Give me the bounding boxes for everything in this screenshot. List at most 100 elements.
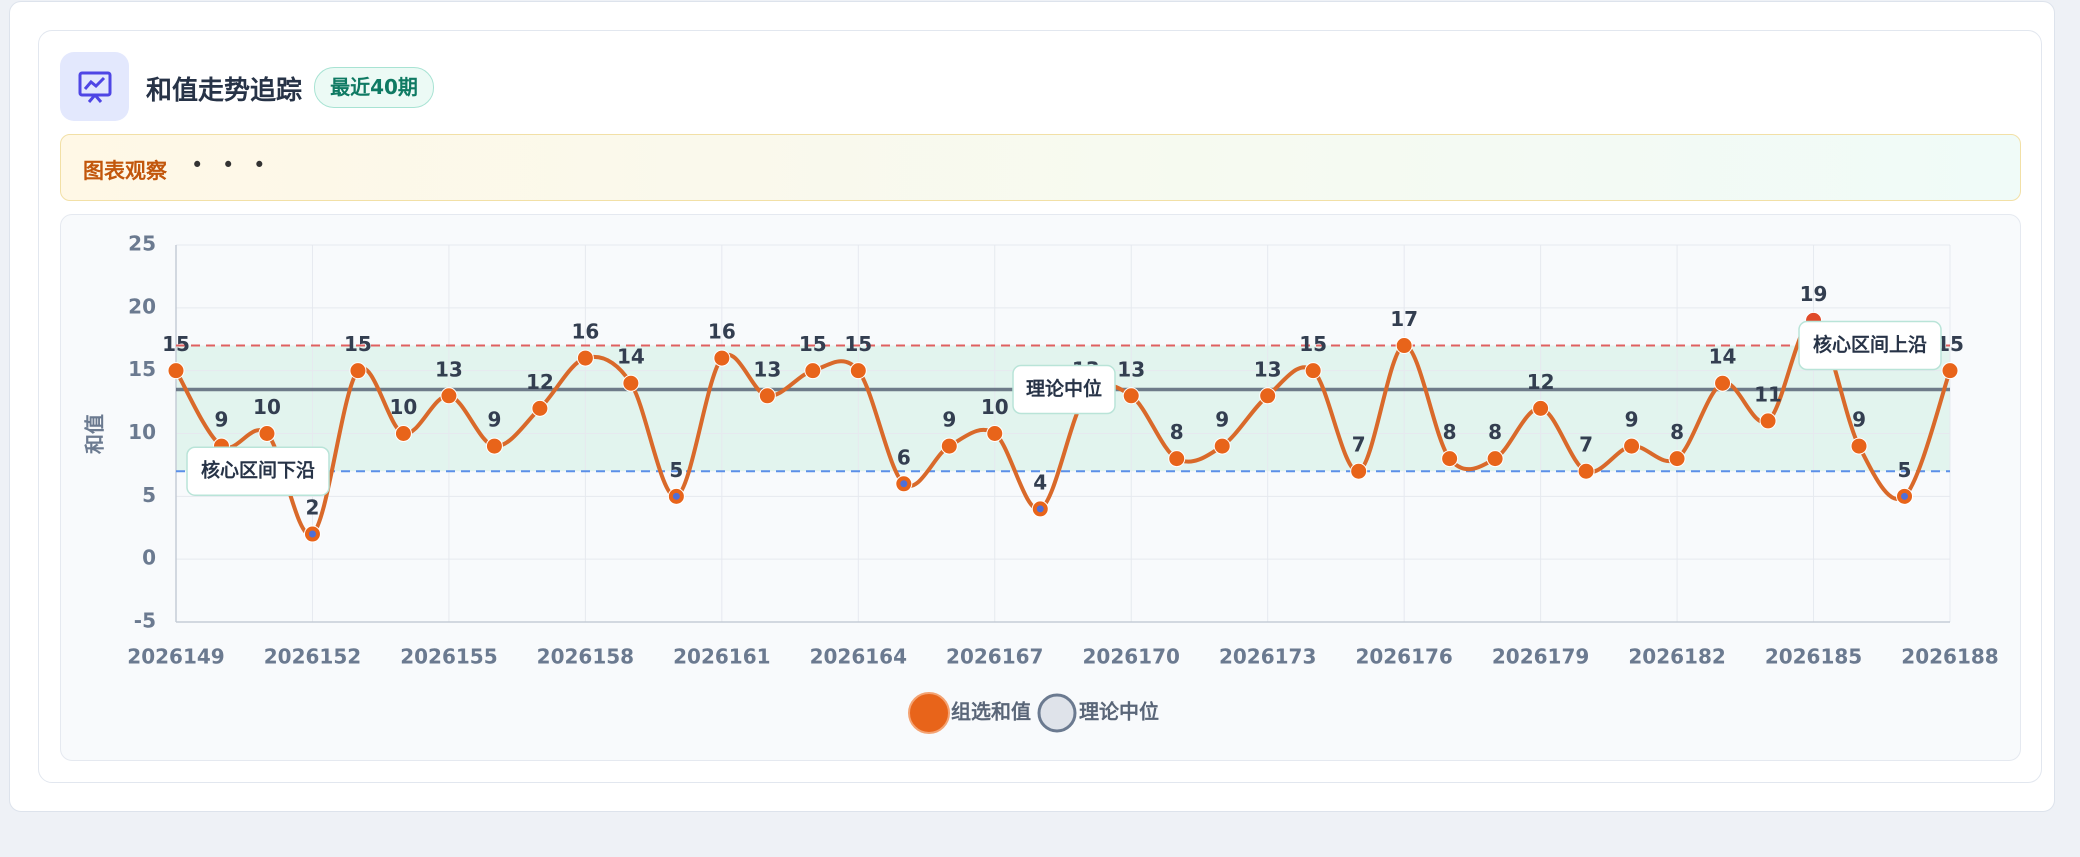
x-tick-label: 2026164 [810,645,907,669]
point [1168,450,1186,468]
data-label: 16 [571,320,599,344]
data-label: 10 [253,395,281,419]
data-label: 9 [215,408,229,432]
data-label: 9 [487,408,501,432]
icon-svg [78,71,112,103]
annotation-box [186,446,330,496]
data-label: 10 [981,395,1009,419]
point [1532,399,1550,417]
point [485,437,503,455]
x-tick-label: 2026179 [1492,645,1589,669]
point [758,387,776,405]
data-label: 12 [1527,370,1555,394]
annotation-box [1798,320,1942,371]
point [349,362,367,380]
data-label: 9 [1215,408,1229,432]
point [440,387,458,405]
point-core [1901,492,1909,500]
data-label: 14 [617,345,645,369]
x-tick-label: 2026161 [673,645,770,669]
data-label: 16 [708,320,736,344]
point [1623,437,1641,455]
data-label: 13 [435,357,463,381]
data-label: 9 [1625,408,1639,432]
data-label: 15 [844,332,872,356]
x-tick-label: 2026188 [1901,645,1998,669]
point [849,362,867,380]
x-tick-label: 2026152 [264,645,361,669]
y-tick-label: 25 [128,232,156,256]
data-label: 7 [1579,433,1593,457]
x-tick-label: 2026170 [1083,645,1180,669]
data-label: 6 [897,445,911,469]
point [622,374,640,392]
data-label: 5 [669,458,683,482]
point [531,399,549,417]
point [1122,387,1140,405]
annotation: 核心区间下沿 [201,459,315,482]
data-label: 8 [1170,420,1184,444]
point [804,362,822,380]
data-label: 13 [1254,357,1282,381]
title: 和值走势追踪 [146,76,303,106]
data-label: 15 [162,332,190,356]
y-tick-label: 0 [142,546,156,570]
data-label: 17 [1390,307,1418,331]
y-tick-label: 15 [128,357,156,381]
y-tick-label: 20 [128,294,156,318]
icon [60,52,129,121]
point-core [1036,505,1044,513]
point-core [672,492,680,500]
y-axis-label: 和值 [83,414,107,454]
point [1304,362,1322,380]
data-label: 11 [1754,382,1782,406]
data-label: 19 [1800,282,1828,306]
point-core [900,480,908,488]
annotation: 核心区间上沿 [1813,333,1927,356]
point [1714,374,1732,392]
point [1759,412,1777,430]
data-label: 12 [526,370,554,394]
point [1441,450,1459,468]
x-tick-label: 2026155 [400,645,497,669]
legend-label: 组选和值 [951,700,1031,724]
point [986,425,1004,442]
point [1577,462,1595,480]
point [1213,437,1231,455]
banner-text: • • • [191,153,272,177]
point [713,349,731,367]
data-label: 14 [1709,345,1737,369]
x-tick-label: 2026158 [537,645,634,669]
data-label: 9 [942,408,956,432]
banner-title: 图表观察 [83,159,167,183]
y-tick-label: 5 [142,483,156,507]
badge: 最近40期 [314,67,434,108]
y-tick-label: 10 [128,420,156,444]
legend-marker [1037,693,1077,733]
point [940,437,958,455]
chart-panel [60,214,2021,761]
data-label: 10 [390,395,418,419]
point-core [308,530,316,538]
point [1350,462,1368,480]
data-label: 7 [1352,433,1366,457]
data-label: 15 [344,332,372,356]
annotation-box [1012,364,1116,415]
x-tick-label: 2026167 [946,645,1043,669]
legend-label: 理论中位 [1079,700,1159,724]
data-label: 15 [1299,332,1327,356]
x-tick-label: 2026182 [1628,645,1725,669]
data-label: 15 [799,332,827,356]
x-tick-label: 2026185 [1765,645,1862,669]
x-tick-label: 2026176 [1355,645,1452,669]
data-label: 2 [306,496,320,520]
point [258,425,276,442]
data-label: 13 [753,357,781,381]
point [167,362,185,380]
point [1486,450,1504,468]
data-label: 5 [1898,458,1912,482]
banner: 图表观察 • • • [60,134,2021,201]
data-label: 4 [1033,470,1047,494]
